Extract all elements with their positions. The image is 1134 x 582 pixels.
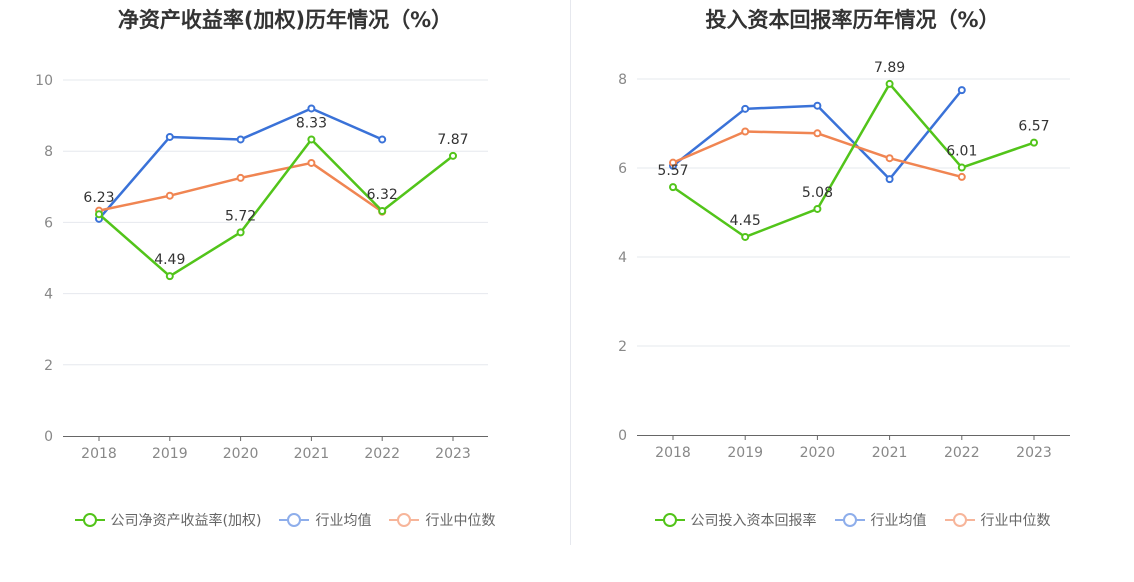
legend-marker-icon bbox=[74, 513, 105, 527]
data-point-median bbox=[307, 158, 316, 167]
legend-marker-icon bbox=[944, 513, 975, 527]
data-point-median bbox=[741, 127, 750, 136]
data-point-median bbox=[669, 158, 677, 167]
data-label: 6.23 bbox=[83, 190, 114, 206]
y-tick-label: 2 bbox=[44, 358, 53, 374]
y-tick-label: 6 bbox=[618, 161, 627, 177]
legend-item-industry-average[interactable]: 行业均值 bbox=[279, 510, 371, 530]
legend-label: 公司投入资本回报率 bbox=[690, 513, 817, 529]
panel-divider bbox=[570, 0, 571, 545]
data-label: 5.72 bbox=[225, 208, 256, 224]
x-tick-label: 2023 bbox=[435, 446, 471, 462]
data-label: 6.32 bbox=[367, 187, 398, 203]
chart-panel-roic: 投入资本回报率历年情况（%） 0 2 4 6 8 2018 2019 2020 2021 2022… bbox=[571, 0, 1134, 582]
data-point-avg bbox=[378, 135, 387, 144]
data-point-company bbox=[957, 163, 966, 172]
legend-item-industry-average[interactable]: 行业均值 bbox=[834, 510, 927, 530]
y-tick-label: 4 bbox=[618, 250, 627, 266]
x-tick-label: 2020 bbox=[800, 445, 836, 461]
data-label: 4.45 bbox=[730, 213, 761, 229]
series-line-median bbox=[672, 130, 963, 179]
chart-legend: 公司净资产收益率(加权) 行业均值 行业中位数 bbox=[0, 510, 570, 530]
data-label: 5.57 bbox=[657, 163, 688, 179]
data-label: 5.08 bbox=[802, 185, 833, 201]
y-tick-label: 8 bbox=[44, 144, 53, 160]
x-tick-label: 2021 bbox=[872, 445, 908, 461]
chart-title: 投入资本回报率历年情况（%） bbox=[705, 8, 1000, 32]
legend-marker-icon bbox=[654, 513, 685, 527]
series-line-company bbox=[672, 82, 1035, 239]
data-point-company bbox=[885, 79, 894, 88]
x-tick-label: 2018 bbox=[81, 446, 117, 462]
data-label: 7.89 bbox=[874, 60, 905, 76]
data-label: 6.01 bbox=[946, 144, 977, 160]
data-point-company bbox=[95, 210, 103, 219]
series-line-company bbox=[98, 138, 454, 278]
y-tick-label: 6 bbox=[44, 215, 53, 231]
y-tick-label: 10 bbox=[35, 73, 53, 89]
roe-line-chart: 0 2 4 6 8 10 2018 2019 2020 2021 2022 2023 6.23 4.49 5… bbox=[35, 73, 488, 462]
data-point-median bbox=[813, 129, 822, 138]
data-point-avg bbox=[813, 101, 822, 110]
x-tick-label: 2018 bbox=[655, 445, 691, 461]
legend-item-company[interactable]: 公司净资产收益率(加权) bbox=[74, 510, 262, 530]
data-label: 6.57 bbox=[1018, 119, 1049, 135]
data-point-avg bbox=[741, 104, 750, 113]
data-point-avg bbox=[307, 104, 316, 113]
legend-label: 行业中位数 bbox=[425, 513, 496, 529]
data-point-avg bbox=[957, 86, 966, 95]
y-tick-label: 0 bbox=[618, 428, 627, 444]
data-point-avg bbox=[236, 135, 245, 144]
x-tick-label: 2021 bbox=[294, 446, 330, 462]
data-point-avg bbox=[165, 132, 174, 141]
x-tick-label: 2022 bbox=[944, 445, 980, 461]
y-tick-label: 8 bbox=[618, 72, 627, 88]
data-label: 4.49 bbox=[154, 252, 185, 268]
data-point-company bbox=[165, 272, 174, 281]
chart-title: 净资产收益率(加权)历年情况（%） bbox=[117, 8, 453, 32]
legend-label: 公司净资产收益率(加权) bbox=[110, 513, 262, 529]
x-tick-label: 2019 bbox=[152, 446, 188, 462]
chart-panel-roe: 净资产收益率(加权)历年情况（%） 0 2 4 6 8 10 2018 2019 2020 202… bbox=[0, 8, 570, 530]
y-tick-label: 4 bbox=[44, 287, 53, 303]
legend-label: 行业均值 bbox=[315, 513, 372, 529]
data-point-company bbox=[378, 207, 387, 216]
legend-label: 行业均值 bbox=[870, 513, 927, 529]
roic-line-chart: 0 2 4 6 8 2018 2019 2020 2021 2022 2023 5.57 4.45 5.0… bbox=[618, 60, 1070, 461]
legend-item-industry-median[interactable]: 行业中位数 bbox=[389, 510, 495, 530]
x-tick-label: 2022 bbox=[364, 446, 400, 462]
data-point-company bbox=[307, 135, 316, 144]
data-label: 7.87 bbox=[437, 132, 468, 148]
data-point-median bbox=[165, 191, 174, 200]
x-tick-label: 2023 bbox=[1016, 445, 1052, 461]
legend-item-company[interactable]: 公司投入资本回报率 bbox=[654, 510, 817, 530]
x-tick-label: 2019 bbox=[727, 445, 763, 461]
data-point-company bbox=[813, 204, 822, 213]
legend-marker-icon bbox=[834, 513, 865, 527]
data-point-avg bbox=[885, 175, 894, 184]
legend-item-industry-median[interactable]: 行业中位数 bbox=[944, 510, 1051, 530]
data-point-median bbox=[236, 173, 245, 182]
data-point-company bbox=[669, 183, 677, 192]
data-point-company bbox=[1030, 138, 1038, 147]
data-point-median bbox=[957, 172, 966, 181]
y-tick-label: 2 bbox=[618, 339, 627, 355]
data-point-company bbox=[236, 228, 245, 237]
legend-marker-icon bbox=[389, 513, 420, 527]
data-point-company bbox=[741, 232, 750, 241]
legend-marker-icon bbox=[279, 513, 310, 527]
y-tick-label: 0 bbox=[44, 429, 53, 445]
legend-label: 行业中位数 bbox=[980, 513, 1051, 529]
data-point-company bbox=[449, 151, 457, 160]
data-label: 8.33 bbox=[296, 115, 327, 131]
x-tick-label: 2020 bbox=[223, 446, 259, 462]
chart-legend: 公司投入资本回报率 行业均值 行业中位数 bbox=[571, 510, 1134, 530]
data-point-median bbox=[885, 154, 894, 163]
